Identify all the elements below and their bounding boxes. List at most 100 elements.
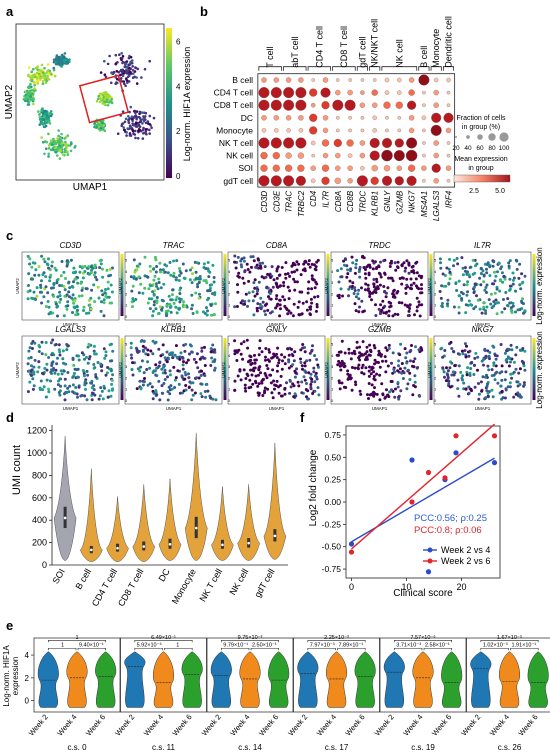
dot (270, 137, 282, 149)
bracket-left (394, 647, 423, 651)
data-point (425, 569, 432, 575)
umap-point (490, 388, 494, 392)
umap-point (28, 346, 32, 350)
bracket-left (134, 647, 163, 651)
umap-point (100, 95, 103, 98)
umap-point (469, 367, 473, 370)
umap-point (137, 291, 141, 295)
dot (360, 90, 365, 95)
umap-point (124, 117, 128, 121)
umap-point (361, 310, 365, 314)
umap-point (311, 392, 315, 395)
umap-point (485, 305, 489, 309)
umap-point (38, 345, 42, 349)
umap-point (82, 305, 86, 309)
umap-point (102, 301, 106, 305)
umap-point (258, 261, 262, 265)
umap-point (393, 370, 396, 374)
bracket-left (221, 647, 250, 651)
umap-point (154, 389, 158, 393)
umap-point (152, 303, 156, 307)
umap-ylabel: UMAP2 (427, 278, 432, 294)
umap-point (307, 259, 311, 263)
umap-point (464, 311, 468, 315)
umap-point (350, 255, 354, 259)
umap-point (151, 397, 155, 401)
dot (258, 87, 270, 99)
umap-point (367, 382, 371, 385)
umap-point (102, 314, 106, 318)
umap-point (396, 290, 400, 293)
size-legend-dot (455, 136, 457, 138)
umap-point (121, 54, 125, 58)
regression-line (351, 423, 495, 550)
bracket-right (510, 647, 539, 651)
dot (309, 88, 318, 97)
umap-point (130, 117, 134, 121)
mini-colorbar-tick: 3 (537, 364, 540, 369)
umap-point (283, 304, 287, 308)
x-tick-label: NK T cell (197, 567, 224, 603)
umap-point (492, 345, 496, 349)
umap-point (211, 397, 215, 401)
umap-point (289, 311, 293, 315)
umap-point (485, 283, 489, 287)
umap-point (518, 394, 522, 398)
dot (310, 140, 316, 146)
umap-point (293, 280, 297, 284)
umap-point (372, 282, 376, 286)
umap-point (469, 303, 473, 307)
umap-ylabel: UMAP2 (324, 278, 329, 294)
umap-point (311, 344, 314, 348)
umap-point (134, 66, 137, 69)
umap-point (358, 354, 362, 358)
umap-point (184, 269, 188, 273)
umap-point (486, 364, 490, 368)
umap-point (509, 306, 513, 310)
dot (274, 128, 279, 133)
group-label: Dendritic cell (444, 16, 454, 68)
mini-colorbar-tick: 5 (434, 258, 437, 263)
mini-colorbar-tick: 3 (537, 280, 540, 285)
umap-point (195, 311, 199, 314)
gene-title: GZMB (368, 325, 392, 334)
column-label: CD8A (334, 191, 343, 212)
umap-point (169, 351, 173, 355)
umap-point (30, 374, 33, 377)
umap-point (310, 377, 314, 381)
umap-point (261, 261, 265, 265)
umap-point (275, 304, 279, 308)
umap-point (348, 279, 352, 283)
umap-point (505, 347, 509, 351)
dot (298, 115, 304, 121)
umap-point (358, 389, 362, 393)
umap-point (366, 393, 369, 397)
umap-point (364, 366, 368, 370)
umap-point (206, 298, 209, 302)
group-bracket (430, 66, 442, 71)
umap-point (406, 368, 410, 372)
umap-point (315, 358, 319, 361)
column-label: KLRB1 (371, 191, 380, 216)
umap-point (122, 80, 126, 83)
dot (408, 115, 415, 121)
umap-point (337, 293, 341, 297)
dot (320, 87, 331, 98)
y-tick-label: 0.00 (324, 497, 341, 507)
size-legend-tick: 80 (488, 145, 496, 152)
umap-point (159, 270, 162, 274)
umap-point (466, 290, 470, 294)
umap-point (47, 144, 51, 147)
umap-point (125, 131, 128, 134)
umap-point (410, 344, 413, 347)
umap-point (32, 384, 36, 388)
umap-point (418, 394, 422, 398)
umap-point (445, 366, 448, 370)
umap-point (446, 304, 450, 308)
umap-point (258, 306, 262, 310)
umap-point (255, 309, 259, 313)
umap-point (287, 360, 291, 364)
umap-point (498, 371, 502, 375)
umap-point (151, 309, 155, 313)
umap-point (110, 379, 114, 382)
